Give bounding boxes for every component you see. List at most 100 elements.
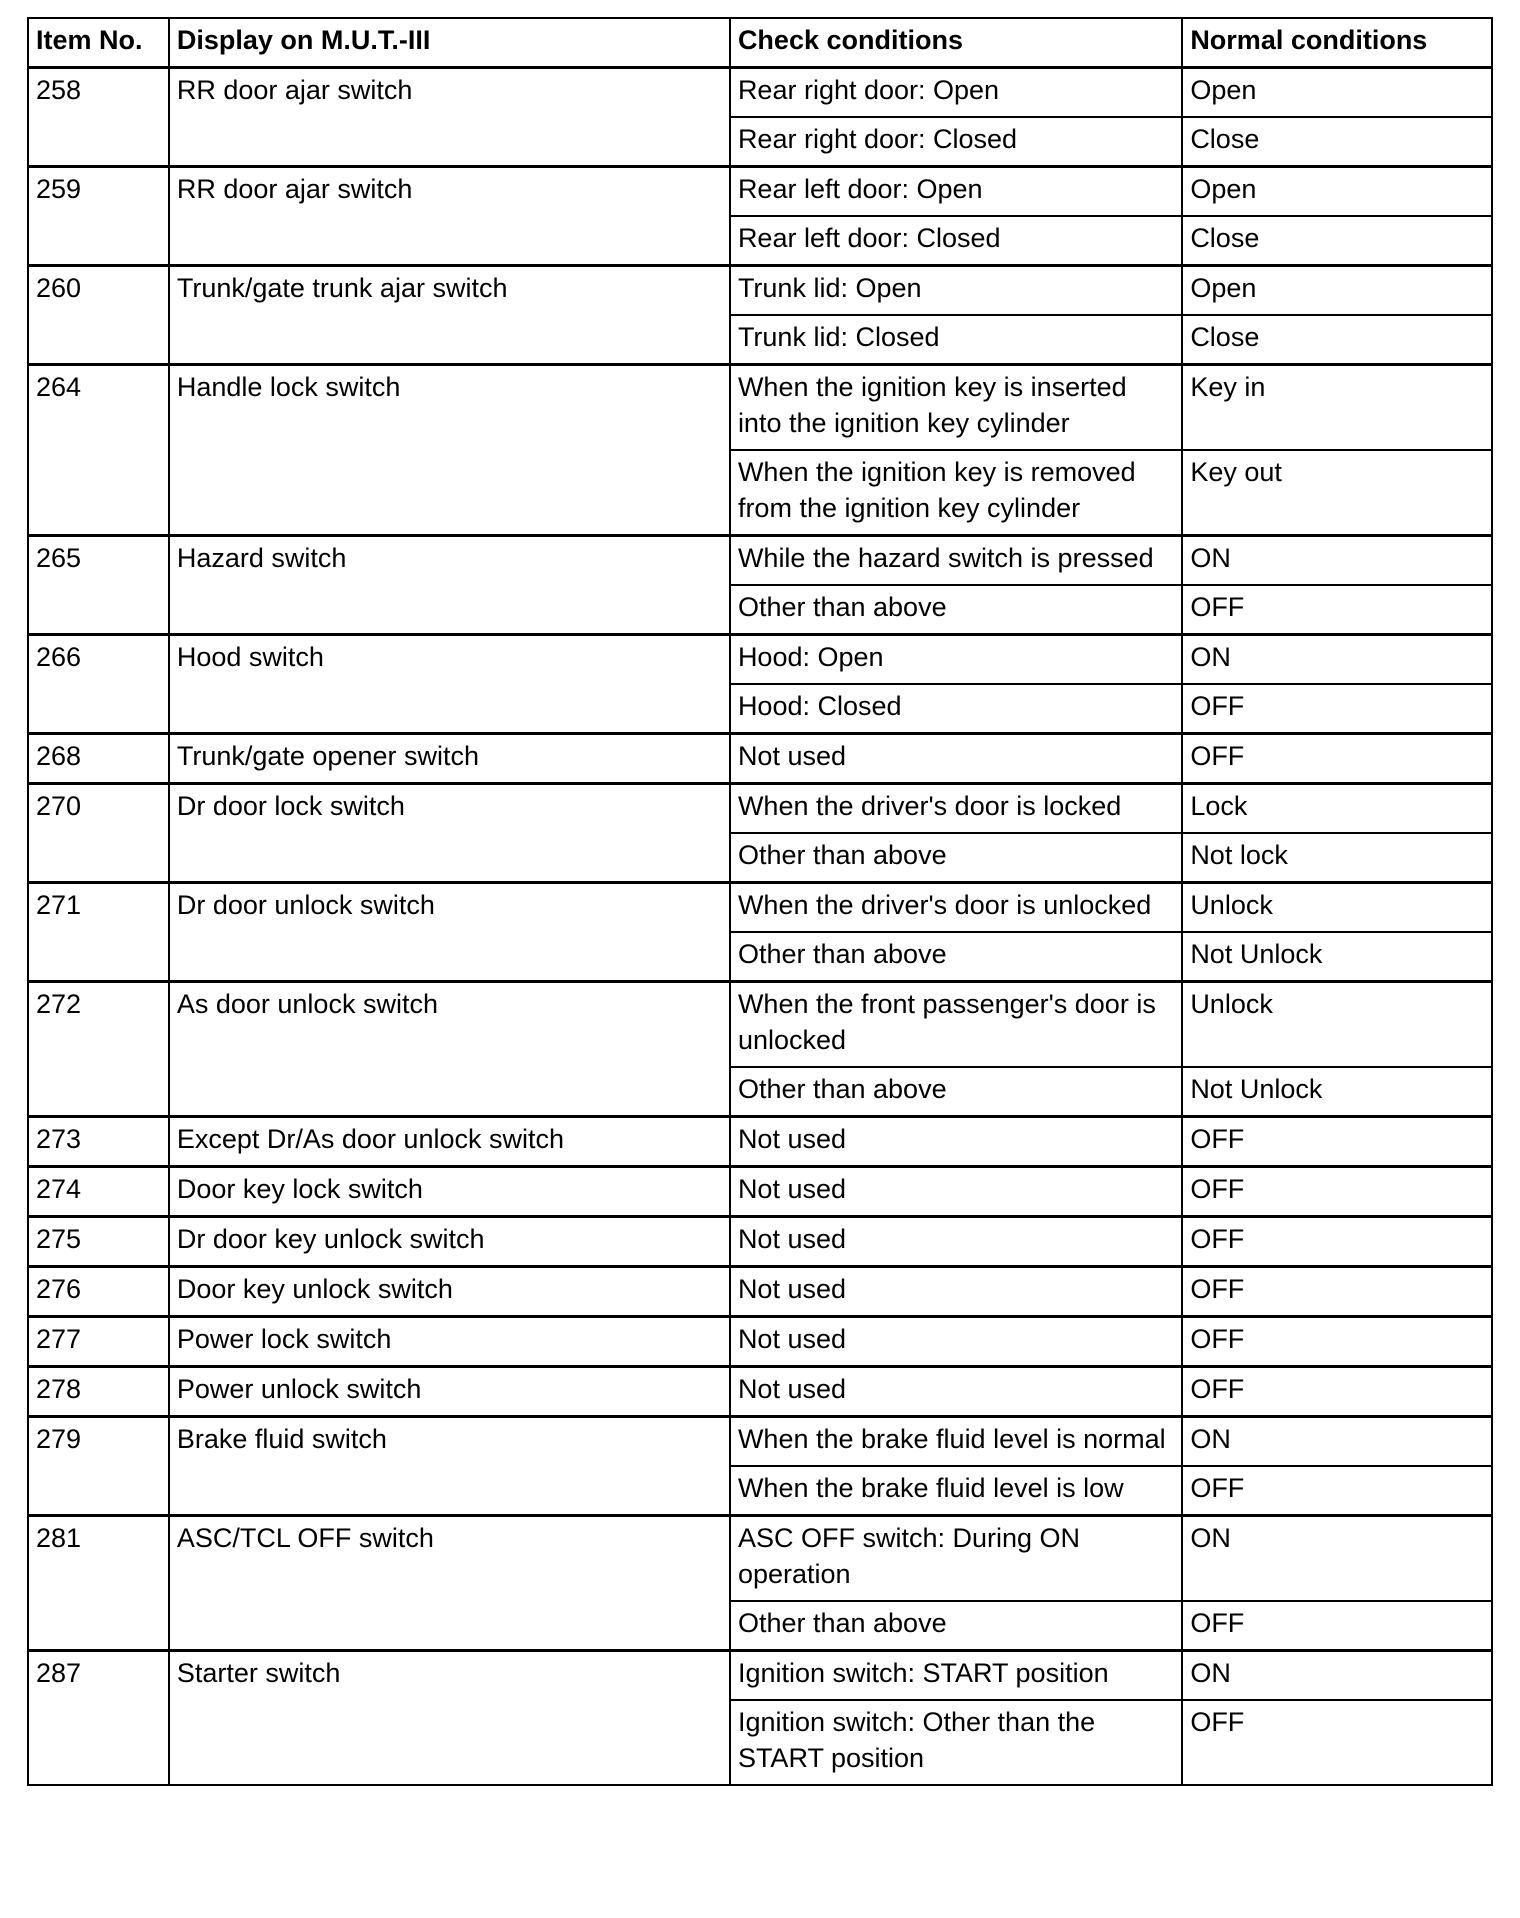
check-condition: Ignition switch: START position: [728, 1649, 1184, 1701]
item-no: 275: [27, 1215, 170, 1268]
item-no: 276: [27, 1265, 170, 1318]
table-row: 278 Power unlock switch Not used OFF: [27, 1365, 1493, 1418]
display-name: Starter switch: [167, 1649, 731, 1786]
item-no: 270: [27, 782, 170, 884]
display-name: RR door ajar switch: [167, 66, 731, 168]
table-row: 281 ASC/TCL OFF switch ASC OFF switch: Dur…: [27, 1514, 1493, 1652]
display-name: ASC/TCL OFF switch: [167, 1514, 731, 1652]
display-name: Dr door lock switch: [167, 782, 731, 884]
table-row: Ignition switch: Other than the START po…: [28, 1699, 1493, 1786]
header-row: Item No. Display on M.U.T.-III Check con…: [27, 17, 1493, 69]
item-no: 264: [27, 363, 170, 537]
display-name: Power unlock switch: [167, 1365, 731, 1418]
header-normal-conditions: Normal conditions: [1181, 17, 1493, 69]
check-condition: Other than above: [728, 832, 1184, 884]
item-no: 277: [27, 1315, 170, 1368]
check-condition: Not used: [728, 1115, 1184, 1168]
check-condition: Rear right door: Closed: [728, 116, 1184, 168]
table-row: 275 Dr door key unlock switch Not used OFF: [27, 1215, 1493, 1268]
display-name: Dr door key unlock switch: [167, 1215, 731, 1268]
item-no: 281: [27, 1514, 170, 1652]
normal-condition: Key in: [1181, 363, 1493, 451]
item-no: 287: [27, 1649, 170, 1786]
header-check-conditions: Check conditions: [728, 17, 1184, 69]
table-row: 260 Trunk/gate trunk ajar switch Trunk lid…: [27, 264, 1493, 366]
check-condition: When the brake fluid level is normal: [728, 1415, 1184, 1467]
table-row: 287 Starter switch Ignition switch: START …: [27, 1649, 1493, 1786]
table-row: 264 Handle lock switch When the ignition k…: [27, 363, 1493, 537]
normal-condition: Open: [1181, 264, 1493, 316]
normal-condition: Close: [1181, 215, 1493, 267]
check-condition: Hood: Open: [728, 633, 1184, 685]
check-condition: When the driver's door is unlocked: [728, 881, 1184, 933]
table-row: When the brake fluid level is low OFF: [28, 1465, 1493, 1517]
table-row: Trunk lid: Closed Close: [28, 314, 1493, 366]
check-condition: Rear left door: Closed: [728, 215, 1184, 267]
display-name: Except Dr/As door unlock switch: [167, 1115, 731, 1168]
normal-condition: Not Unlock: [1181, 1066, 1493, 1118]
display-name: Brake fluid switch: [167, 1415, 731, 1517]
normal-condition: OFF: [1181, 1265, 1493, 1318]
normal-condition: Close: [1181, 116, 1493, 168]
display-name: Trunk/gate trunk ajar switch: [167, 264, 731, 366]
normal-condition: Unlock: [1181, 980, 1493, 1068]
table-row: Rear left door: Closed Close: [28, 215, 1493, 267]
normal-condition: ON: [1181, 1649, 1493, 1701]
normal-condition: ON: [1181, 1415, 1493, 1467]
normal-condition: OFF: [1181, 1600, 1493, 1652]
table-row: Other than above Not Unlock: [28, 1066, 1493, 1118]
header-item-no: Item No.: [27, 17, 170, 69]
normal-condition: OFF: [1181, 1165, 1493, 1218]
normal-condition: Key out: [1181, 449, 1493, 537]
table-row: Other than above OFF: [28, 1600, 1493, 1652]
normal-condition: OFF: [1181, 1365, 1493, 1418]
check-condition: Other than above: [728, 931, 1184, 983]
check-condition: Other than above: [728, 1600, 1184, 1652]
table-row: 259 RR door ajar switch Rear left door: Op…: [27, 165, 1493, 267]
display-name: Door key unlock switch: [167, 1265, 731, 1318]
check-condition: Not used: [728, 732, 1184, 785]
check-condition: Other than above: [728, 1066, 1184, 1118]
item-no: 272: [27, 980, 170, 1118]
table-row: 271 Dr door unlock switch When the driver'…: [27, 881, 1493, 983]
table-row: When the ignition key is removed from th…: [28, 449, 1493, 537]
display-name: Handle lock switch: [167, 363, 731, 537]
check-condition: Hood: Closed: [728, 683, 1184, 735]
display-name: Trunk/gate opener switch: [167, 732, 731, 785]
normal-condition: Close: [1181, 314, 1493, 366]
header-display: Display on M.U.T.-III: [167, 17, 731, 69]
display-name: As door unlock switch: [167, 980, 731, 1118]
table-row: Other than above Not lock: [28, 832, 1493, 884]
check-condition: Other than above: [728, 584, 1184, 636]
display-name: Dr door unlock switch: [167, 881, 731, 983]
item-no: 278: [27, 1365, 170, 1418]
normal-condition: OFF: [1181, 584, 1493, 636]
normal-condition: Not Unlock: [1181, 931, 1493, 983]
check-condition: When the ignition key is inserted into t…: [728, 363, 1184, 451]
normal-condition: Open: [1181, 165, 1493, 217]
normal-condition: ON: [1181, 1514, 1493, 1602]
table-row: 274 Door key lock switch Not used OFF: [27, 1165, 1493, 1218]
item-no: 260: [27, 264, 170, 366]
table-row: Hood: Closed OFF: [28, 683, 1493, 735]
normal-condition: OFF: [1181, 683, 1493, 735]
check-condition: Not used: [728, 1215, 1184, 1268]
check-condition: ASC OFF switch: During ON operation: [728, 1514, 1184, 1602]
check-condition: Trunk lid: Closed: [728, 314, 1184, 366]
display-name: Hazard switch: [167, 534, 731, 636]
check-condition: When the front passenger's door is unloc…: [728, 980, 1184, 1068]
item-no: 265: [27, 534, 170, 636]
display-name: Door key lock switch: [167, 1165, 731, 1218]
normal-condition: OFF: [1181, 1699, 1493, 1786]
table-row: 279 Brake fluid switch When the brake flui…: [27, 1415, 1493, 1517]
table-row: 265 Hazard switch While the hazard switch …: [27, 534, 1493, 636]
normal-condition: Not lock: [1181, 832, 1493, 884]
normal-condition: OFF: [1181, 1315, 1493, 1368]
item-no: 274: [27, 1165, 170, 1218]
normal-condition: OFF: [1181, 1215, 1493, 1268]
table-row: Other than above OFF: [28, 584, 1493, 636]
table-row: 276 Door key unlock switch Not used OFF: [27, 1265, 1493, 1318]
check-condition: Not used: [728, 1165, 1184, 1218]
display-name: Power lock switch: [167, 1315, 731, 1368]
check-condition: Ignition switch: Other than the START po…: [728, 1699, 1184, 1786]
